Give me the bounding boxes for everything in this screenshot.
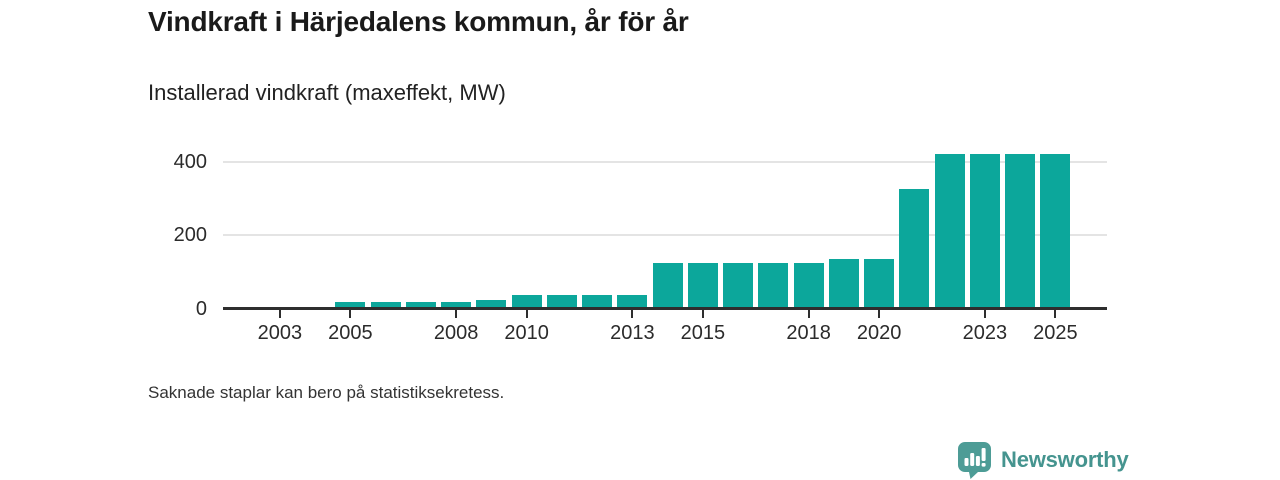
x-axis-label-2025: 2025: [1033, 322, 1078, 344]
x-axis-tick: [1054, 310, 1057, 318]
footnote: Saknade staplar kan bero på statistiksek…: [148, 383, 505, 402]
chart-bar-2018: [793, 263, 824, 309]
chart-bar-2019: [828, 259, 859, 309]
x-axis-label-2020: 2020: [856, 322, 902, 344]
x-axis-baseline: [223, 307, 1107, 310]
x-axis-label-2023: 2023: [962, 322, 1008, 344]
x-axis-label-2005: 2005: [328, 322, 373, 344]
chart-bar-2022: [934, 154, 965, 309]
chart-bar-2012: [582, 295, 613, 309]
chart-bar-2005: [335, 302, 366, 309]
chart-bar-2015: [687, 263, 718, 309]
chart-bar-2007: [405, 301, 436, 309]
x-axis-tick: [525, 310, 528, 318]
bar-chart-speech-bubble-icon: [958, 442, 991, 479]
x-axis-label-2018: 2018: [786, 322, 831, 344]
newsworthy-logo: Newsworthy: [957, 441, 1129, 479]
x-axis-tick: [455, 310, 458, 318]
grid-line: [223, 160, 1107, 163]
chart-bar-2011: [546, 295, 577, 309]
x-axis-tick: [631, 310, 634, 318]
newsworthy-logo-text: Newsworthy: [1001, 447, 1129, 472]
x-axis-tick: [807, 310, 810, 318]
chart-bar-2021: [899, 189, 930, 309]
plot-area: [223, 147, 1107, 309]
chart-bar-2020: [864, 259, 895, 309]
page-title: Vindkraft i Härjedalens kommun, år för å…: [148, 6, 689, 37]
chart-bar-2013: [617, 295, 648, 309]
chart-bar-2017: [758, 263, 789, 309]
x-axis-label-2015: 2015: [680, 322, 726, 344]
x-axis-tick: [701, 310, 704, 318]
y-axis-label-0: 0: [195, 298, 207, 320]
x-axis-label-2010: 2010: [504, 322, 549, 344]
x-axis-label-2008: 2008: [433, 322, 479, 344]
grid-line: [223, 234, 1107, 237]
chart-bar-2023: [969, 154, 1000, 309]
chart-bar-2009: [476, 300, 507, 309]
y-axis-label-200: 200: [173, 224, 207, 247]
chart-subtitle: Installerad vindkraft (maxeffekt, MW): [148, 80, 506, 105]
chart-bar-2016: [723, 263, 754, 309]
x-axis-tick: [278, 310, 281, 318]
chart-bar-2014: [652, 263, 683, 309]
x-axis-label-2003: 2003: [257, 322, 303, 344]
chart-bar-2006: [370, 302, 401, 309]
chart-bar-2010: [511, 295, 542, 309]
chart-bar-2025: [1040, 154, 1071, 309]
y-axis-label-400: 400: [173, 150, 207, 173]
x-axis-label-2013: 2013: [610, 322, 655, 344]
x-axis-tick: [349, 310, 352, 318]
x-axis-tick: [983, 310, 986, 318]
x-axis-tick: [878, 310, 881, 318]
chart-bar-2008: [441, 301, 472, 309]
chart-bar-2024: [1005, 154, 1036, 309]
